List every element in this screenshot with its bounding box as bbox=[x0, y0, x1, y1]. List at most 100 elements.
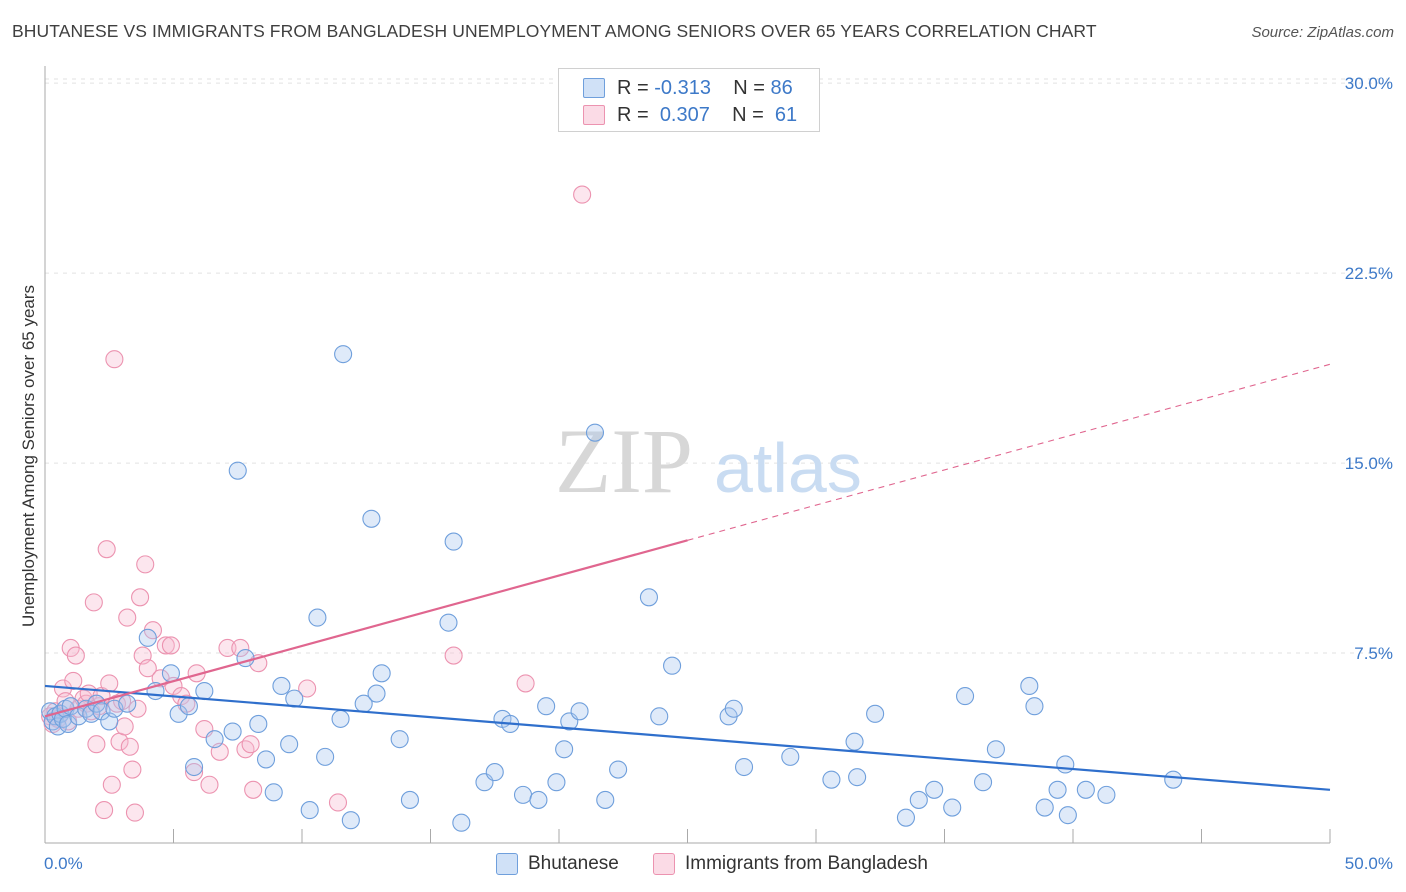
point-bhutanese bbox=[169, 704, 188, 723]
legend-series-name: Immigrants from Bangladesh bbox=[685, 853, 928, 874]
x-tick-label: 50.0% bbox=[1345, 854, 1393, 873]
point-bhutanese bbox=[639, 588, 659, 607]
legend-r-label: R = bbox=[617, 104, 649, 126]
legend-swatch-pink bbox=[653, 853, 675, 875]
point-bangladesh bbox=[64, 671, 83, 690]
point-bhutanese bbox=[848, 768, 867, 787]
trend-line-bangladesh-solid bbox=[44, 539, 688, 718]
point-bangladesh bbox=[177, 694, 196, 713]
point-bhutanese bbox=[822, 770, 841, 789]
point-bhutanese bbox=[185, 757, 204, 777]
point-bhutanese bbox=[272, 676, 291, 696]
y-tick-label: 30.0% bbox=[1345, 74, 1393, 93]
legend-swatch-blue bbox=[496, 853, 518, 875]
point-bhutanese bbox=[439, 613, 458, 632]
point-bhutanese bbox=[547, 773, 566, 792]
point-bangladesh bbox=[573, 185, 592, 204]
point-bhutanese bbox=[195, 681, 214, 701]
point-bangladesh bbox=[84, 593, 103, 612]
point-bangladesh bbox=[100, 674, 119, 693]
point-bhutanese bbox=[118, 694, 137, 713]
axes bbox=[44, 66, 1331, 844]
point-bangladesh bbox=[328, 793, 348, 812]
point-bhutanese bbox=[724, 699, 743, 718]
point-bangladesh bbox=[298, 679, 317, 698]
point-bhutanese bbox=[555, 740, 574, 759]
point-bangladesh bbox=[123, 760, 142, 779]
legend-row-bhutanese: R = -0.313 N = 86 bbox=[583, 77, 793, 99]
watermark-zip: ZIP bbox=[555, 410, 693, 512]
point-bhutanese bbox=[228, 461, 247, 480]
point-bhutanese bbox=[1076, 780, 1095, 799]
legend-text: R = -0.313 N = 86 bbox=[617, 77, 793, 100]
point-bangladesh bbox=[97, 540, 116, 559]
point-bangladesh bbox=[138, 659, 157, 678]
point-bangladesh bbox=[185, 763, 204, 782]
point-bhutanese bbox=[400, 790, 419, 809]
x-tick-label: 0.0% bbox=[44, 854, 83, 873]
point-bhutanese bbox=[1097, 785, 1116, 804]
point-bangladesh bbox=[115, 717, 134, 736]
point-bangladesh bbox=[118, 608, 137, 627]
point-bhutanese bbox=[513, 785, 533, 804]
point-bhutanese bbox=[249, 714, 268, 734]
trend-lines bbox=[44, 363, 1331, 791]
point-bhutanese bbox=[1058, 806, 1077, 825]
chart-title: BHUTANESE VS IMMIGRANTS FROM BANGLADESH … bbox=[12, 21, 1097, 41]
legend-series-name: Bhutanese bbox=[528, 853, 619, 874]
point-bhutanese bbox=[444, 532, 463, 551]
legend-text: R = 0.307 N = 61 bbox=[617, 104, 797, 127]
point-bangladesh bbox=[516, 674, 535, 693]
point-bhutanese bbox=[529, 790, 548, 809]
point-bhutanese bbox=[943, 798, 962, 817]
point-bangladesh bbox=[244, 780, 263, 799]
point-bhutanese bbox=[264, 783, 283, 802]
point-bhutanese bbox=[372, 664, 391, 683]
point-bhutanese bbox=[316, 747, 335, 766]
tick-labels: 7.5% 15.0% 22.5% 30.0% 0.0% 50.0% bbox=[44, 74, 1393, 873]
chart-source: Source: ZipAtlas.com bbox=[1251, 24, 1394, 41]
point-bangladesh bbox=[236, 740, 255, 759]
point-bangladesh bbox=[136, 555, 155, 574]
legend-r-value: 0.307 bbox=[659, 104, 710, 126]
point-bhutanese bbox=[896, 808, 916, 827]
point-bhutanese bbox=[334, 345, 353, 364]
point-bangladesh bbox=[120, 737, 139, 756]
point-bhutanese bbox=[452, 813, 471, 832]
point-bhutanese bbox=[650, 707, 669, 726]
point-bhutanese bbox=[82, 704, 101, 723]
point-bhutanese bbox=[341, 811, 360, 830]
point-bhutanese bbox=[585, 423, 605, 442]
point-bhutanese bbox=[1035, 798, 1054, 817]
point-bhutanese bbox=[43, 712, 62, 731]
point-bhutanese bbox=[1025, 697, 1044, 716]
point-bangladesh bbox=[107, 694, 127, 713]
legend-row-bangladesh: R = 0.307 N = 61 bbox=[583, 104, 797, 126]
point-bangladesh bbox=[131, 588, 150, 607]
point-bhutanese bbox=[308, 608, 327, 627]
point-bangladesh bbox=[161, 636, 180, 655]
point-bangladesh bbox=[95, 801, 114, 820]
point-bhutanese bbox=[734, 757, 754, 777]
bangladesh-points bbox=[41, 185, 592, 822]
grid-lines bbox=[45, 78, 1392, 654]
point-bhutanese bbox=[179, 697, 198, 716]
point-bangladesh bbox=[105, 350, 124, 369]
point-bangladesh bbox=[87, 735, 106, 754]
point-bangladesh bbox=[218, 638, 237, 658]
point-bhutanese bbox=[390, 730, 409, 749]
point-bhutanese bbox=[223, 722, 242, 741]
y-tick-label: 22.5% bbox=[1345, 264, 1393, 283]
point-bangladesh bbox=[156, 636, 175, 655]
y-tick-label: 15.0% bbox=[1345, 454, 1393, 473]
point-bhutanese bbox=[331, 709, 350, 728]
point-bhutanese bbox=[609, 760, 628, 779]
point-bhutanese bbox=[362, 509, 381, 528]
point-bhutanese bbox=[256, 750, 276, 769]
point-bhutanese bbox=[300, 801, 319, 820]
point-bhutanese bbox=[986, 740, 1005, 759]
legend-swatch-blue bbox=[583, 78, 605, 98]
point-bhutanese bbox=[845, 732, 864, 751]
point-bhutanese bbox=[781, 747, 800, 766]
